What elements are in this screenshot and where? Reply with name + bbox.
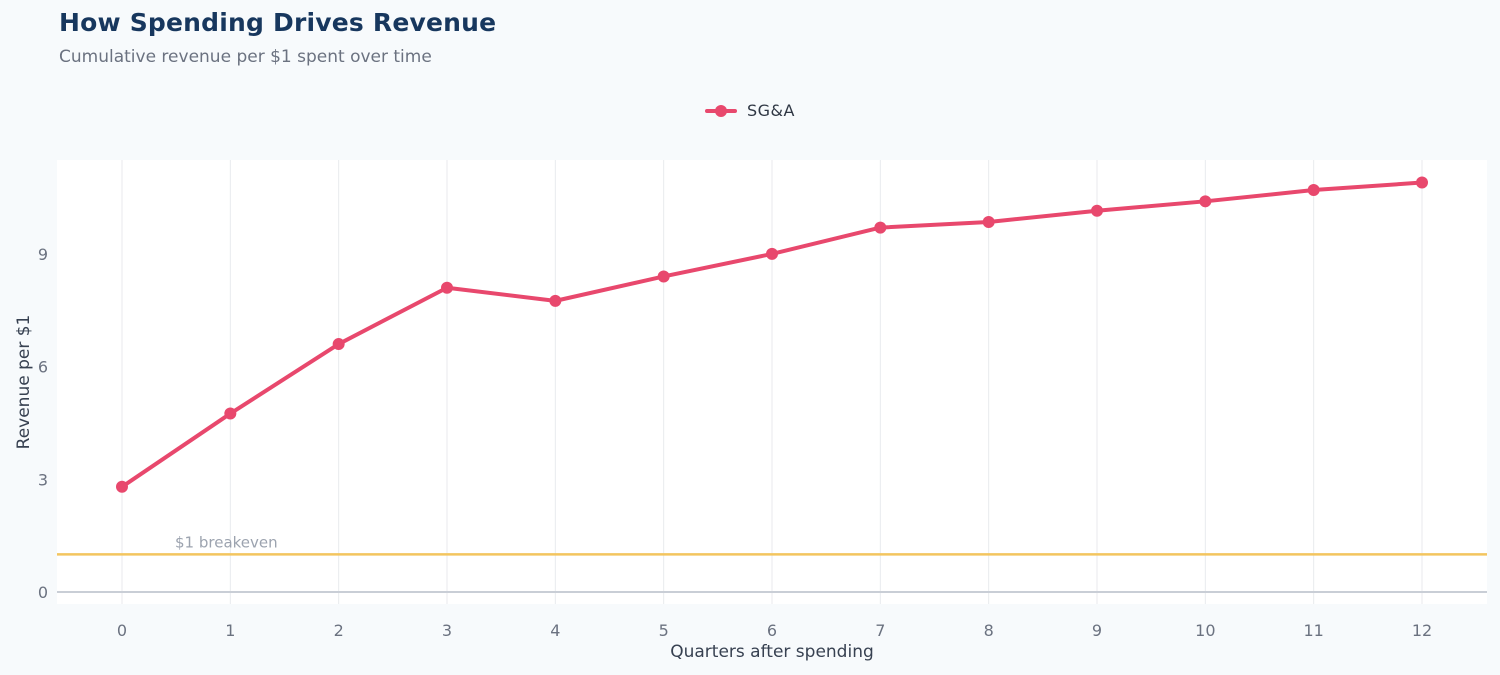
y-tick-label: 0	[38, 583, 48, 602]
y-tick-label: 6	[38, 358, 48, 377]
x-tick-label: 11	[1303, 621, 1323, 640]
x-axis-title: Quarters after spending	[670, 642, 874, 662]
x-tick-label: 5	[659, 621, 669, 640]
data-point	[1307, 184, 1320, 197]
x-tick-label: 8	[984, 621, 994, 640]
data-point	[441, 281, 453, 294]
x-tick-label: 4	[550, 621, 560, 640]
x-tick-label: 10	[1195, 621, 1215, 640]
data-point	[224, 407, 237, 420]
legend-dot-icon	[715, 104, 727, 117]
x-tick-label: 3	[442, 621, 452, 640]
data-point	[116, 480, 128, 493]
data-point	[1091, 204, 1103, 217]
x-tick-label: 2	[334, 621, 344, 640]
chart-subtitle: Cumulative revenue per $1 spent over tim…	[59, 47, 432, 67]
data-point	[332, 338, 345, 351]
legend-label: SG&A	[747, 101, 795, 120]
x-tick-label: 12	[1412, 621, 1432, 640]
x-tick-label: 7	[875, 621, 885, 640]
breakeven-label: $1 breakeven	[175, 533, 278, 551]
x-tick-label: 6	[767, 621, 777, 640]
y-axis-title: Revenue per $1	[14, 314, 34, 450]
x-tick-label: 1	[225, 621, 235, 640]
data-point	[1199, 195, 1212, 208]
legend: SG&A	[0, 101, 1500, 120]
chart-header: How Spending Drives Revenue Cumulative r…	[59, 8, 496, 67]
x-tick-label: 0	[117, 621, 127, 640]
data-point	[766, 247, 778, 260]
data-point	[1416, 176, 1428, 189]
data-point	[657, 270, 670, 283]
data-point	[549, 294, 562, 307]
legend-line-marker-icon	[705, 104, 737, 118]
x-tick-label: 9	[1092, 621, 1102, 640]
data-point	[874, 221, 887, 234]
y-tick-label: 9	[38, 245, 48, 264]
chart-title: How Spending Drives Revenue	[59, 8, 497, 37]
data-point	[982, 215, 995, 228]
y-tick-label: 3	[38, 470, 48, 489]
